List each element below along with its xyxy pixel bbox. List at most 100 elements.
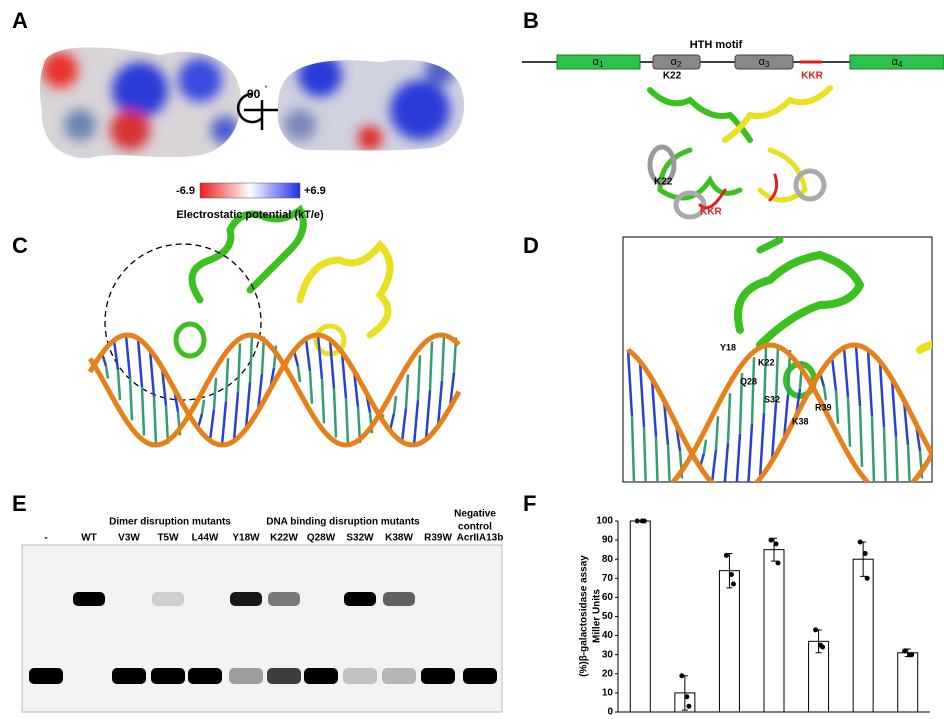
data-point [728,571,734,577]
base-pair [140,386,146,436]
base-pair [738,372,744,434]
helix [652,54,701,70]
lane-label: T5W [157,533,179,544]
band [188,668,222,684]
band [112,668,146,684]
structure-d [734,237,932,399]
rotation-arrow [236,92,278,130]
degree: ˚ [265,85,268,94]
base-pair [770,403,778,462]
base-pair [124,334,132,378]
data-point [679,673,685,679]
panel-label: E [12,491,27,516]
y-axis-label: (%)β-galactosidase assay [579,555,590,677]
band [343,668,377,684]
base-pair [296,366,302,383]
group-label: Dimer disruption mutants [109,517,231,528]
residue-label: S32 [764,394,780,404]
base-pair [747,423,754,482]
surface-left [39,47,241,159]
base-pair [416,355,422,401]
base-pair [702,439,708,454]
lane-label: S32W [346,533,374,544]
data-point [684,694,690,700]
base-pair [626,349,634,417]
y-axis-label: Miller Units [592,589,603,643]
base-pair [866,349,874,417]
base-pair [878,361,886,428]
scale-title: Electrostatic potential (kT/e) [176,209,324,221]
lane-label: Q28W [307,533,336,544]
helix-index: 2 [677,60,682,69]
y-tick-label: 60 [602,592,614,603]
data-point [902,648,908,654]
base-pair [902,400,910,446]
helix-label: α2 [671,56,682,69]
base-pair [112,340,120,371]
y-tick-label: 100 [596,516,613,527]
lane-label: V3W [118,533,140,544]
y-tick-label: 40 [602,630,614,641]
base-pair [304,338,312,372]
panel-label: D [523,233,539,258]
motif-label: HTH motif [690,39,743,51]
dna-strand [628,342,932,482]
helix-index: 1 [599,60,604,69]
data-point [641,518,647,524]
base-pair [906,445,911,482]
base-pair [160,367,168,406]
base-pair [642,426,647,482]
residue-label: KKR [801,71,823,82]
helix-index: 4 [898,60,903,69]
base-pair [316,334,324,380]
residue-label: R39 [815,402,832,412]
y-tick-label: 70 [602,573,614,584]
dna-strand [87,332,462,448]
base-pair [236,343,242,393]
base-pair [116,370,122,401]
helix [734,54,794,70]
base-pair [726,393,732,443]
base-pair [630,416,636,482]
residue-label: K38 [792,416,809,426]
y-tick-label: 10 [602,688,614,699]
panel-label: B [523,8,539,33]
base-pair [758,412,766,479]
base-pair [834,390,840,424]
band [73,592,105,606]
helix-symbol: α [593,56,600,68]
bar [718,570,740,713]
base-pair [440,335,446,381]
bar [852,558,874,713]
base-pair [344,398,350,445]
structure-b [647,85,833,220]
base-pair [638,361,646,428]
group-label: DNA binding disruption mutants [266,517,420,528]
base-pair [232,392,240,442]
bar [763,549,785,713]
base-pair [782,394,790,440]
scale-min: -6.9 [176,185,195,197]
base-pair [774,345,780,404]
data-point [723,552,729,558]
base-pair [220,401,228,446]
dna-helix [87,332,462,448]
band [383,592,415,606]
band [29,668,63,684]
base-pair [735,433,742,482]
lane-label: AcrIIA13b [457,533,504,544]
base-pair [328,339,336,389]
band [268,592,300,606]
base-pair [208,409,216,441]
base-pair [710,449,718,482]
data-point [634,518,640,524]
base-pair [436,380,444,427]
base-pair [822,386,828,401]
structure-c [173,204,394,359]
helix-symbol: α [671,56,678,68]
y-tick-label: 90 [602,535,614,546]
band [230,592,262,606]
y-tick-label: 0 [607,707,613,718]
base-pair [830,357,838,391]
